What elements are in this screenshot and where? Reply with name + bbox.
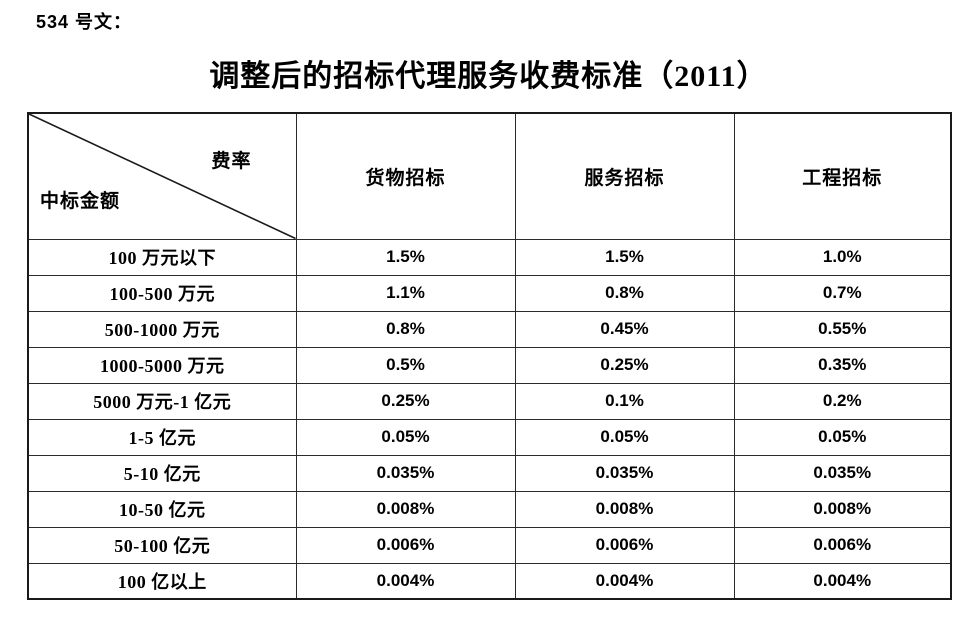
table-header-row: 费率 中标金额 货物招标 服务招标 工程招标 [27,112,952,240]
rate-cell: 0.35% [733,346,952,384]
row-label: 100-500 万元 [27,274,297,312]
rate-cell: 0.25% [295,382,516,420]
rate-cell: 1.1% [295,274,516,312]
rate-cell: 0.5% [295,346,516,384]
rate-cell: 0.004% [514,562,735,600]
table-row: 100 亿以上 0.004% 0.004% 0.004% [27,562,952,600]
table-row: 10-50 亿元 0.008% 0.008% 0.008% [27,490,952,528]
table-row: 100 万元以下 1.5% 1.5% 1.0% [27,238,952,276]
rate-cell: 0.008% [514,490,735,528]
corner-label-rate: 费率 [211,151,252,172]
rate-cell: 0.45% [514,310,735,348]
rate-cell: 0.05% [514,418,735,456]
rate-cell: 1.5% [514,238,735,276]
row-label: 50-100 亿元 [27,526,297,564]
rate-cell: 0.035% [514,454,735,492]
row-label: 500-1000 万元 [27,310,297,348]
rate-cell: 0.035% [733,454,952,492]
rate-cell: 0.008% [733,490,952,528]
rate-cell: 0.05% [733,418,952,456]
rate-cell: 0.004% [295,562,516,600]
table-row: 5-10 亿元 0.035% 0.035% 0.035% [27,454,952,492]
rate-cell: 0.1% [514,382,735,420]
rate-cell: 0.006% [733,526,952,564]
table-row: 5000 万元-1 亿元 0.25% 0.1% 0.2% [27,382,952,420]
rate-cell: 0.006% [295,526,516,564]
column-header-engineering: 工程招标 [733,112,952,240]
rate-cell: 0.8% [514,274,735,312]
rate-cell: 0.7% [733,274,952,312]
row-label: 1000-5000 万元 [27,346,297,384]
table-row: 1-5 亿元 0.05% 0.05% 0.05% [27,418,952,456]
row-label: 100 亿以上 [27,562,297,600]
doc-number-label: 534 号文： [36,12,133,32]
row-label: 5000 万元-1 亿元 [27,382,297,420]
rate-cell: 0.55% [733,310,952,348]
rate-cell: 0.004% [733,562,952,600]
column-header-goods: 货物招标 [295,112,516,240]
rate-cell: 0.035% [295,454,516,492]
row-label: 100 万元以下 [27,238,297,276]
diagonal-corner-cell: 费率 中标金额 [27,112,297,240]
rate-cell: 0.8% [295,310,516,348]
page-title: 调整后的招标代理服务收费标准（2011） [209,60,768,93]
rate-cell: 1.5% [295,238,516,276]
fee-rate-table: 费率 中标金额 货物招标 服务招标 工程招标 100 万元以下 1.5% 1.5… [27,112,952,600]
row-label: 5-10 亿元 [27,454,297,492]
rate-cell: 0.008% [295,490,516,528]
table-row: 1000-5000 万元 0.5% 0.25% 0.35% [27,346,952,384]
rate-cell: 0.25% [514,346,735,384]
rate-cell: 1.0% [733,238,952,276]
rate-cell: 0.2% [733,382,952,420]
rate-cell: 0.05% [295,418,516,456]
column-header-service: 服务招标 [514,112,735,240]
row-label: 1-5 亿元 [27,418,297,456]
corner-label-amount: 中标金额 [40,190,121,212]
row-label: 10-50 亿元 [27,490,297,528]
rate-cell: 0.006% [514,526,735,564]
diagonal-line [29,114,296,239]
table-row: 500-1000 万元 0.8% 0.45% 0.55% [27,310,952,348]
table-row: 50-100 亿元 0.006% 0.006% 0.006% [27,526,952,564]
table-row: 100-500 万元 1.1% 0.8% 0.7% [27,274,952,312]
